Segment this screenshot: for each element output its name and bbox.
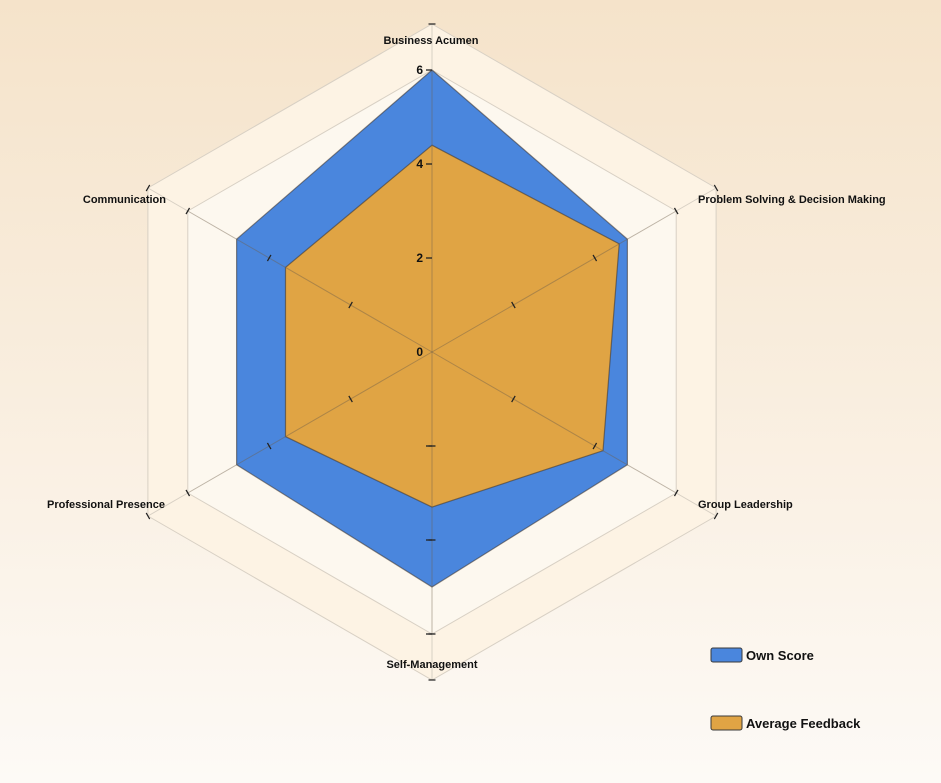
legend-label: Average Feedback: [746, 716, 861, 731]
axis-spoke-professional-presence: [187, 351, 433, 494]
tick-mark: [592, 254, 598, 262]
tick-mark: [673, 207, 679, 215]
category-label-business-acumen: Business Acumen: [384, 35, 479, 47]
tick-mark: [511, 395, 516, 403]
category-label-group-leadership: Group Leadership: [698, 499, 793, 511]
tick-mark: [266, 254, 272, 262]
axis-spoke-problem-solving-and-decision-making: [431, 210, 677, 353]
outer-tick: [713, 512, 719, 520]
band-connector: [675, 492, 717, 517]
category-label-problem-solving-and-decision-making: Problem Solving & Decision Making: [698, 194, 886, 206]
legend: Own Score Average Feedback: [710, 647, 861, 731]
legend-swatch: [710, 715, 743, 731]
legend-label: Own Score: [746, 648, 814, 663]
outer-tick: [145, 512, 151, 520]
tick-mark: [348, 301, 353, 309]
tick-label: 6: [416, 63, 423, 77]
band-connector: [147, 492, 189, 517]
outer-tick: [145, 184, 151, 192]
tick-label: 2: [416, 251, 423, 265]
tick-mark: [185, 489, 191, 497]
category-labels: Business Acumen Problem Solving & Decisio…: [47, 35, 886, 671]
legend-item-average-feedback: Average Feedback: [710, 715, 861, 731]
legend-item-own-score: Own Score: [710, 647, 814, 663]
outer-tick: [713, 184, 719, 192]
radar-axes: 0 2 4 6: [145, 23, 719, 681]
tick-label: 4: [416, 157, 423, 171]
axis-spoke-communication: [187, 210, 433, 353]
radar-series: [236, 69, 629, 588]
category-label-professional-presence: Professional Presence: [47, 499, 165, 511]
tick-mark: [592, 442, 598, 450]
axis-spoke-group-leadership: [431, 351, 677, 494]
tick-label: 0: [416, 345, 423, 359]
band-connector: [675, 187, 717, 212]
legend-swatch: [710, 647, 743, 663]
tick-mark: [673, 489, 679, 497]
tick-mark: [511, 301, 516, 309]
band-connector: [147, 187, 189, 212]
tick-mark: [266, 442, 272, 450]
tick-mark: [185, 207, 191, 215]
category-label-communication: Communication: [83, 194, 166, 206]
category-label-self-management: Self-Management: [386, 659, 477, 671]
tick-mark: [348, 395, 353, 403]
series-average-feedback: [284, 144, 620, 508]
